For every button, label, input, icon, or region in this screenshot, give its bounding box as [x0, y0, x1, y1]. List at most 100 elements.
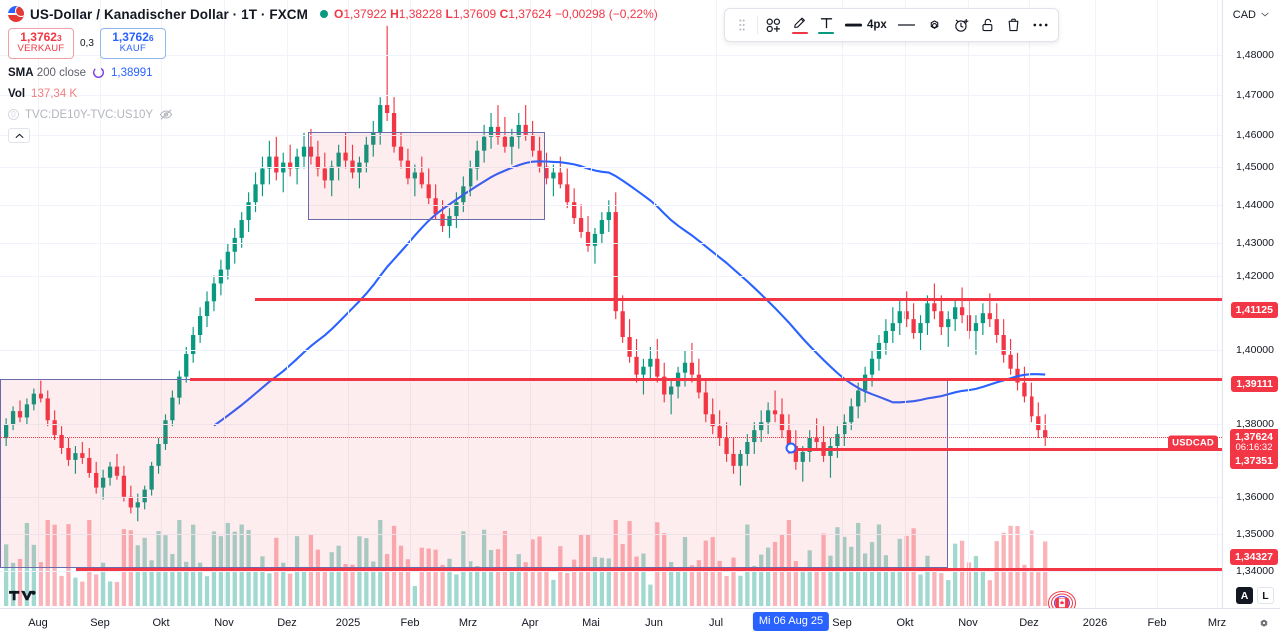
- bar-countdown: 06:16:32: [1235, 442, 1273, 454]
- drawing-horizontal-line[interactable]: [790, 447, 1222, 451]
- legend-collapse-button[interactable]: [8, 128, 30, 144]
- log-scale-button[interactable]: L: [1257, 587, 1274, 604]
- grip-dots-icon: [739, 19, 745, 31]
- drawing-toolbar[interactable]: 4px: [724, 8, 1059, 42]
- current-price-badge[interactable]: 1,37624 06:16:32: [1230, 429, 1278, 457]
- current-price-line[interactable]: [0, 437, 1222, 439]
- grid-line-horizontal: [0, 167, 1222, 168]
- time-axis-tick: Jun: [645, 617, 663, 629]
- settings-button[interactable]: [921, 11, 948, 39]
- line-style-button[interactable]: [892, 11, 921, 39]
- legend-item-sma[interactable]: SMA 200 close 1,38991: [8, 65, 658, 80]
- add-alert-button[interactable]: [948, 11, 975, 39]
- selected-date-badge[interactable]: Mi 06 Aug 25: [752, 612, 830, 631]
- canada-economic-event-icon[interactable]: [1047, 590, 1076, 615]
- eye-off-icon[interactable]: [159, 108, 173, 121]
- text-color-button[interactable]: [813, 11, 839, 39]
- delete-button[interactable]: [1001, 11, 1027, 39]
- more-dots-icon: [1033, 23, 1048, 27]
- time-axis-tick: 2025: [335, 617, 361, 629]
- price-axis-tick: 1,40000: [1236, 344, 1274, 356]
- drawing-rectangle[interactable]: [308, 132, 545, 221]
- chart-pane[interactable]: [0, 0, 1222, 608]
- line-width-button[interactable]: 4px: [839, 11, 892, 39]
- sma-value: 1,38991: [111, 66, 153, 79]
- grid-line-horizontal: [0, 95, 1222, 96]
- market-open-dot: [320, 10, 328, 18]
- grid-line-vertical: [905, 0, 906, 608]
- grid-line-vertical: [161, 0, 162, 608]
- grid-line-vertical: [654, 0, 655, 608]
- chevron-down-icon: [1261, 12, 1269, 17]
- page-title[interactable]: US-Dollar / Kanadischer Dollar · 1T · FX…: [30, 6, 308, 22]
- scale-mode-buttons[interactable]: A L: [1236, 587, 1274, 604]
- alarm-plus-icon: [955, 18, 969, 32]
- pencil-icon: [794, 17, 805, 28]
- time-axis[interactable]: Aug Sep Okt Nov Dez 2025 Feb Mrz Apr Mai Jun Jul Sep…: [0, 608, 1280, 637]
- auto-scale-button[interactable]: A: [1236, 587, 1253, 604]
- drawing-horizontal-line[interactable]: [190, 378, 1222, 382]
- lock-button[interactable]: [975, 11, 1001, 39]
- buy-button[interactable]: 1,37626 KAUF: [99, 28, 166, 60]
- grid-line-horizontal: [0, 571, 1222, 572]
- price-axis-tick: 1,46000: [1236, 129, 1274, 141]
- time-axis-tick: 2026: [1082, 617, 1108, 629]
- grid-line-vertical: [1157, 0, 1158, 608]
- spread-value: 0,3: [80, 38, 94, 50]
- sell-label: VERKAUF: [17, 43, 65, 55]
- drawing-horizontal-line[interactable]: [76, 567, 1222, 571]
- grid-line-horizontal: [0, 497, 1222, 498]
- grid-line-vertical: [842, 0, 843, 608]
- legend-item-volume[interactable]: Vol 137,34 K: [8, 86, 658, 101]
- time-axis-tick: Sep: [832, 617, 852, 629]
- bid-price-badge[interactable]: 1,37351: [1230, 453, 1278, 469]
- time-axis-tick: Aug: [28, 617, 48, 629]
- drag-handle[interactable]: [729, 11, 755, 39]
- grid-line-vertical: [287, 0, 288, 608]
- drawing-horizontal-line[interactable]: [255, 298, 1222, 302]
- grid-line-vertical: [968, 0, 969, 608]
- time-axis-tick: Nov: [958, 617, 978, 629]
- grid-line-vertical: [591, 0, 592, 608]
- line-color-button[interactable]: [787, 11, 813, 39]
- grid-line-horizontal: [0, 135, 1222, 136]
- ohlc-values: O1,37922 H1,38228 L1,37609 C1,37624 −0,0…: [334, 7, 658, 21]
- price-axis-tick: 1,45000: [1236, 161, 1274, 173]
- price-level-badge[interactable]: 1,39111: [1231, 376, 1278, 392]
- price-axis-tick: 1,47000: [1236, 89, 1274, 101]
- legend-item-spread-symbol[interactable]: 0 TVC:DE10Y-TVC:US10Y: [8, 107, 658, 122]
- price-axis-tick: 1,42000: [1236, 270, 1274, 282]
- line-width-label: 4px: [867, 19, 887, 31]
- deal-boxes: 1,37623 VERKAUF 0,3 1,37626 KAUF: [8, 28, 658, 60]
- time-axis-tick: Feb: [400, 617, 420, 629]
- current-price-value: 1,37624: [1235, 431, 1273, 444]
- template-button[interactable]: [760, 11, 787, 39]
- drawing-rectangle[interactable]: [0, 378, 948, 569]
- price-level-badge[interactable]: 1,41125: [1230, 302, 1278, 318]
- time-axis-settings-button[interactable]: [1257, 616, 1271, 630]
- price-axis[interactable]: 1,48000 1,47000 1,46000 1,45000 1,44000 1,430…: [1222, 0, 1280, 608]
- symbol-badge-icon: 0: [8, 109, 19, 121]
- grid-line-horizontal: [0, 55, 1222, 56]
- drawing-anchor-handle[interactable]: [785, 442, 797, 454]
- time-axis-tick: Nov: [214, 617, 234, 629]
- price-axis-tick: 1,36000: [1236, 491, 1274, 503]
- spread-symbol-label: TVC:DE10Y-TVC:US10Y: [25, 108, 154, 121]
- grid-line-horizontal: [0, 205, 1222, 206]
- grid-line-vertical: [530, 0, 531, 608]
- currency-selector[interactable]: CAD: [1228, 5, 1274, 24]
- grid-line-horizontal: [0, 243, 1222, 244]
- thick-line-icon: [844, 23, 863, 27]
- grid-line-vertical: [468, 0, 469, 608]
- symbol-price-tag[interactable]: USDCAD: [1168, 435, 1218, 451]
- more-button[interactable]: [1027, 11, 1054, 39]
- trash-icon: [1008, 18, 1019, 32]
- chevron-up-icon: [15, 133, 23, 138]
- buy-label: KAUF: [119, 43, 147, 55]
- grid-line-vertical: [716, 0, 717, 608]
- price-level-badge[interactable]: 1,34327: [1230, 549, 1278, 565]
- tradingview-logo[interactable]: [9, 587, 37, 604]
- sell-button[interactable]: 1,37623 VERKAUF: [8, 28, 74, 60]
- refresh-icon[interactable]: [92, 66, 105, 79]
